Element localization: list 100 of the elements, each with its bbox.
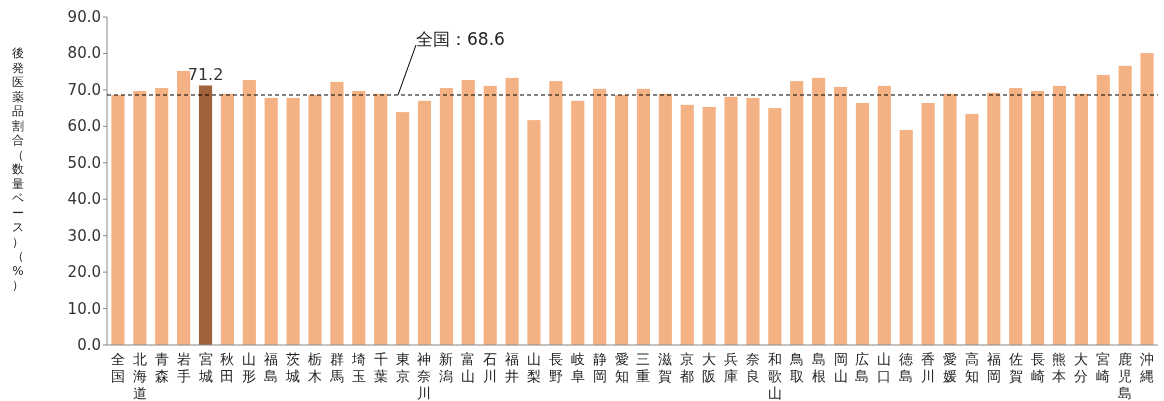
text: 後発医薬品割合（数量ベース）（%） [12,46,24,292]
bar [1140,53,1154,345]
bar [833,86,848,345]
x-tick-label: 千葉 [373,351,388,384]
bar [768,108,782,345]
y-tick-label: 50.0 [67,153,101,172]
bar [155,88,169,345]
x-tick-label: 大阪 [702,351,717,384]
x-tick-label: 埼玉 [350,351,366,384]
x-tick-label: 静岡 [592,351,607,384]
y-tick-label: 70.0 [67,80,101,99]
x-tick-label: 徳島 [899,351,914,384]
x-tick-label: 香川 [921,351,936,384]
bar [987,92,1001,345]
x-tick-label: 神奈川 [417,351,432,401]
bar [1074,93,1088,345]
bar [396,112,410,345]
bar [549,81,563,345]
bar [198,85,213,345]
x-tick-label: 全国 [110,351,125,384]
x-tick-label: 石川 [483,351,498,384]
x-tick-label: 福井 [505,351,520,384]
bar [680,104,694,345]
bar [1031,90,1045,345]
x-tick-label: 青森 [154,351,169,384]
x-tick-label: 兵庫 [724,351,739,384]
bar [1009,88,1023,345]
bar [461,80,475,345]
y-tick-label: 0.0 [77,336,101,354]
bar [965,113,979,345]
x-tick-label: 岐阜 [570,351,585,384]
bar [505,77,519,345]
x-tick-label: 山口 [877,351,892,384]
x-tick-label: 北海道 [132,351,147,401]
bar [1096,74,1110,345]
bar [658,93,672,345]
bar [724,96,738,345]
bar [855,103,869,345]
x-tick-label: 広島 [855,351,870,384]
x-tick-label: 栃木 [308,351,323,384]
x-tick-label: 秋田 [220,351,235,384]
x-tick-label: 鳥取 [788,351,804,384]
x-tick-label: 岩手 [176,351,191,384]
bar [593,88,607,345]
bar [352,90,366,345]
bar [286,97,300,345]
x-tick-label: 愛知 [614,351,629,384]
x-tick-label: 沖縄 [1139,351,1155,384]
bar [943,93,957,345]
x-tick-label: 山形 [242,351,257,384]
x-tick-label: 熊本 [1052,351,1067,384]
x-tick-label: 愛媛 [942,351,957,384]
y-tick-label: 20.0 [67,263,101,282]
y-tick-label: 90.0 [67,8,101,26]
bar [242,80,256,345]
x-tick-label: 群馬 [328,351,344,384]
bar [877,85,891,345]
bar [330,81,344,345]
bar [812,77,826,345]
x-tick-label: 鹿児島 [1118,351,1133,401]
bar [264,97,278,345]
data-label: 71.2 [187,64,224,84]
x-tick-label: 奈良 [745,351,760,384]
bar [571,100,585,345]
y-tick-label: 80.0 [67,44,101,63]
ref-line-label: 全国：68.6 [416,28,505,49]
x-tick-label: 宮崎 [1096,351,1111,384]
y-tick-label: 30.0 [67,226,101,245]
x-tick-label: 福岡 [986,351,1001,384]
x-tick-label: 長野 [548,351,563,384]
x-tick-label: 佐賀 [1008,351,1023,384]
bar [133,90,147,345]
bar [308,94,322,345]
bar [1052,85,1067,345]
x-tick-label: 東京 [395,351,410,384]
bar [417,100,432,345]
x-tick-label: 滋賀 [658,351,673,384]
y-tick-label: 10.0 [67,299,101,318]
bar [702,107,716,345]
x-tick-label: 京都 [680,351,695,384]
bar [899,129,913,345]
bar [636,88,651,345]
y-tick-label: 40.0 [67,190,101,209]
x-tick-label: 宮城 [197,351,213,384]
bar [374,93,388,345]
bar [177,70,191,345]
x-tick-label: 和歌山 [767,351,782,401]
x-tick-label: 福島 [264,351,279,384]
y-tick-label: 60.0 [67,117,101,136]
x-tick-label: 山梨 [526,351,541,384]
bar [439,88,453,345]
x-tick-label: 高知 [964,351,979,384]
x-tick-label: 富山 [461,351,476,384]
bar [527,120,541,345]
bar [220,93,234,345]
x-tick-label: 島根 [811,351,826,384]
bar [921,103,935,345]
bar [1118,65,1132,345]
bar [746,97,760,345]
x-tick-label: 岡山 [833,351,848,384]
